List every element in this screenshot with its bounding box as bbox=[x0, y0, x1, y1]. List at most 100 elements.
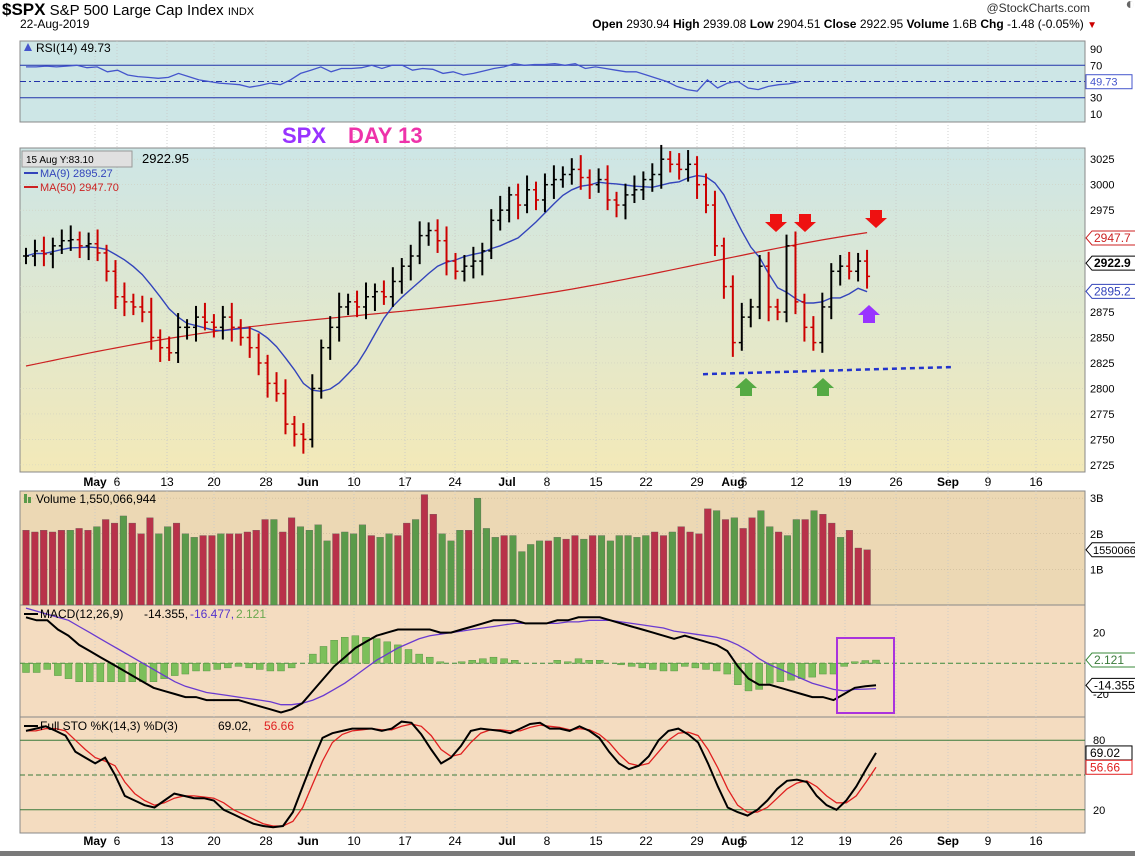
ma9-legend: MA(9) 2895.27 bbox=[40, 168, 113, 180]
settings-icon[interactable]: ◐ bbox=[1125, 0, 1135, 13]
volume-bar bbox=[438, 533, 446, 606]
exchange: INDX bbox=[227, 6, 255, 18]
macd-histogram-bar bbox=[149, 663, 158, 682]
volume-bar bbox=[465, 530, 473, 606]
volume-bar bbox=[615, 535, 623, 606]
macd-histogram-bar bbox=[617, 663, 625, 666]
macd-histogram-bar bbox=[691, 663, 700, 669]
volume-bar bbox=[482, 528, 490, 606]
macd-histogram-bar bbox=[585, 660, 593, 664]
volume-bar bbox=[208, 535, 216, 606]
chg-down-icon: ▼ bbox=[1087, 20, 1097, 31]
price-y-tick: 2725 bbox=[1090, 460, 1114, 472]
brand-label[interactable]: @StockCharts.com bbox=[986, 1, 1090, 15]
annotation-spx: SPX bbox=[282, 123, 326, 148]
macd-histogram-bar bbox=[266, 663, 275, 672]
macd-value-label: -14.355 bbox=[1094, 678, 1135, 692]
x-tick-label: 13 bbox=[160, 834, 174, 848]
volume-bar bbox=[190, 537, 198, 606]
macd-histogram-bar bbox=[500, 658, 508, 664]
volume-bar bbox=[128, 522, 136, 606]
sto-k-label: 69.02 bbox=[1090, 746, 1120, 760]
macd-histogram-bar bbox=[776, 663, 785, 682]
x-tick-label: 26 bbox=[889, 834, 903, 848]
volume-bar bbox=[146, 517, 154, 606]
volume-bar bbox=[181, 533, 189, 606]
volume-bar bbox=[721, 519, 729, 606]
volume-bar bbox=[553, 537, 561, 606]
macd-histogram-bar bbox=[213, 663, 221, 670]
x-tick-label: 5 bbox=[741, 834, 748, 848]
macd-histogram-bar bbox=[75, 663, 83, 682]
chg-label: Chg bbox=[980, 17, 1004, 31]
index-name: S&P 500 Large Cap Index bbox=[49, 2, 224, 19]
volume-bar bbox=[261, 519, 269, 606]
tooltip-box bbox=[21, 150, 133, 168]
volume-bar bbox=[288, 517, 296, 606]
volume-bar bbox=[119, 515, 127, 606]
volume-bar bbox=[544, 540, 552, 606]
purple-up-arrow bbox=[858, 305, 880, 323]
volume-bar bbox=[580, 538, 588, 606]
volume-bar bbox=[93, 526, 101, 606]
price-y-tick: 2800 bbox=[1090, 383, 1114, 395]
volume-y-tick: 3B bbox=[1090, 493, 1103, 505]
volume-bar bbox=[137, 533, 145, 606]
macd-histogram-bar bbox=[128, 663, 136, 682]
volume-bar bbox=[474, 497, 482, 606]
high-value: 2939.08 bbox=[702, 17, 747, 31]
volume-bar bbox=[217, 533, 225, 606]
volume-bar bbox=[226, 533, 234, 606]
chart-date: 22-Aug-2019 bbox=[20, 17, 90, 31]
sto-title: Full STO %K(14,3) %D(3) bbox=[40, 719, 178, 733]
price-y-tick: 3000 bbox=[1090, 180, 1114, 192]
rsi-y-tick: 70 bbox=[1090, 60, 1102, 72]
annotation-day: DAY 13 bbox=[348, 123, 423, 148]
price-y-tick: 2850 bbox=[1090, 333, 1114, 345]
rsi-indicator-icon bbox=[24, 43, 32, 51]
x-tick-label: 28 bbox=[259, 834, 273, 848]
macd-value-box bbox=[1085, 677, 1135, 693]
macd-histogram-bar bbox=[330, 640, 338, 664]
x-tick-label: Aug bbox=[721, 834, 744, 848]
volume-icon bbox=[28, 497, 31, 503]
volume-bar bbox=[49, 531, 57, 606]
x-tick-label: Sep bbox=[937, 834, 959, 848]
red-down-arrow bbox=[865, 210, 887, 228]
volume-bar bbox=[491, 537, 499, 606]
volume-bar bbox=[314, 524, 322, 606]
macd-histogram-bar bbox=[202, 663, 211, 672]
volume-bar bbox=[571, 535, 579, 606]
volume-bar bbox=[164, 526, 172, 606]
volume-bar bbox=[766, 526, 774, 606]
volume-bar bbox=[385, 533, 393, 606]
macd-histogram-bar bbox=[341, 637, 349, 664]
volume-bar bbox=[775, 531, 783, 606]
volume-bar bbox=[801, 519, 809, 606]
volume-bar bbox=[305, 530, 313, 606]
volume-last-box bbox=[1085, 542, 1135, 558]
sto-k-line bbox=[25, 720, 877, 829]
green-up-arrow bbox=[735, 378, 757, 396]
volume-bar bbox=[394, 535, 402, 606]
volume-bar bbox=[350, 533, 358, 606]
volume-bar bbox=[111, 522, 119, 606]
volume-bar bbox=[837, 537, 845, 606]
volume-bar bbox=[704, 508, 712, 606]
macd-histogram-bar bbox=[468, 660, 476, 664]
volume-bar bbox=[420, 494, 428, 606]
x-tick-label: 9 bbox=[985, 834, 992, 848]
macd-histogram-bar bbox=[64, 663, 73, 679]
macd-histogram-bar bbox=[840, 663, 848, 667]
price-label-text: 2947.7 bbox=[1094, 231, 1131, 245]
bottom-scrollbar[interactable] bbox=[0, 851, 1135, 856]
volume-bar bbox=[730, 517, 738, 606]
ma50-line bbox=[25, 232, 868, 367]
volume-bar bbox=[332, 533, 340, 606]
macd-histogram-bar bbox=[861, 660, 870, 664]
volume-label: Volume bbox=[906, 17, 949, 31]
macd-histogram-bar bbox=[829, 663, 838, 675]
macd-histogram-bar bbox=[681, 663, 689, 667]
macd-histogram-bar bbox=[457, 661, 466, 664]
